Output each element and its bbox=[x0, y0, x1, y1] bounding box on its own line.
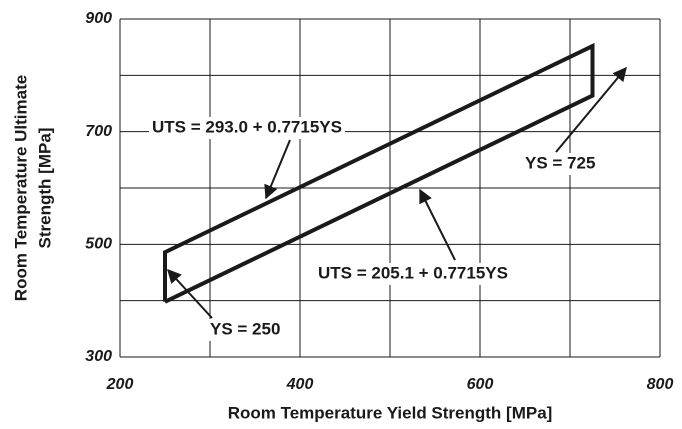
x-tick-label: 400 bbox=[286, 376, 314, 393]
annotation-bg bbox=[522, 153, 599, 175]
annotation-bg bbox=[149, 117, 345, 139]
x-tick-label: 800 bbox=[647, 376, 674, 393]
y-tick-label: 500 bbox=[85, 236, 112, 253]
y-tick-label: 900 bbox=[85, 10, 112, 27]
annotation: YS = 250 bbox=[210, 319, 280, 338]
annotation-bg bbox=[315, 263, 511, 285]
annotation-bg bbox=[207, 319, 284, 341]
annotation-arrow bbox=[555, 66, 627, 153]
annotation: UTS = 205.1 + 0.7715YS bbox=[318, 263, 508, 282]
y-axis-label: Room Temperature Ultimate bbox=[11, 75, 30, 301]
region-line bbox=[163, 42, 595, 304]
y-tick-label: 300 bbox=[85, 348, 112, 365]
x-tick-label: 600 bbox=[467, 376, 494, 393]
annotation-arrow bbox=[167, 268, 213, 319]
annotation: YS = 725 bbox=[525, 153, 595, 172]
y-tick-label: 700 bbox=[85, 123, 112, 140]
y-axis-label: Strength [MPa] bbox=[35, 128, 54, 249]
annotation-arrow bbox=[419, 188, 456, 261]
x-tick-label: 200 bbox=[106, 376, 134, 393]
annotation: UTS = 293.0 + 0.7715YS bbox=[152, 117, 342, 136]
annotation-arrow bbox=[264, 139, 291, 200]
x-axis-label: Room Temperature Yield Strength [MPa] bbox=[228, 403, 553, 422]
